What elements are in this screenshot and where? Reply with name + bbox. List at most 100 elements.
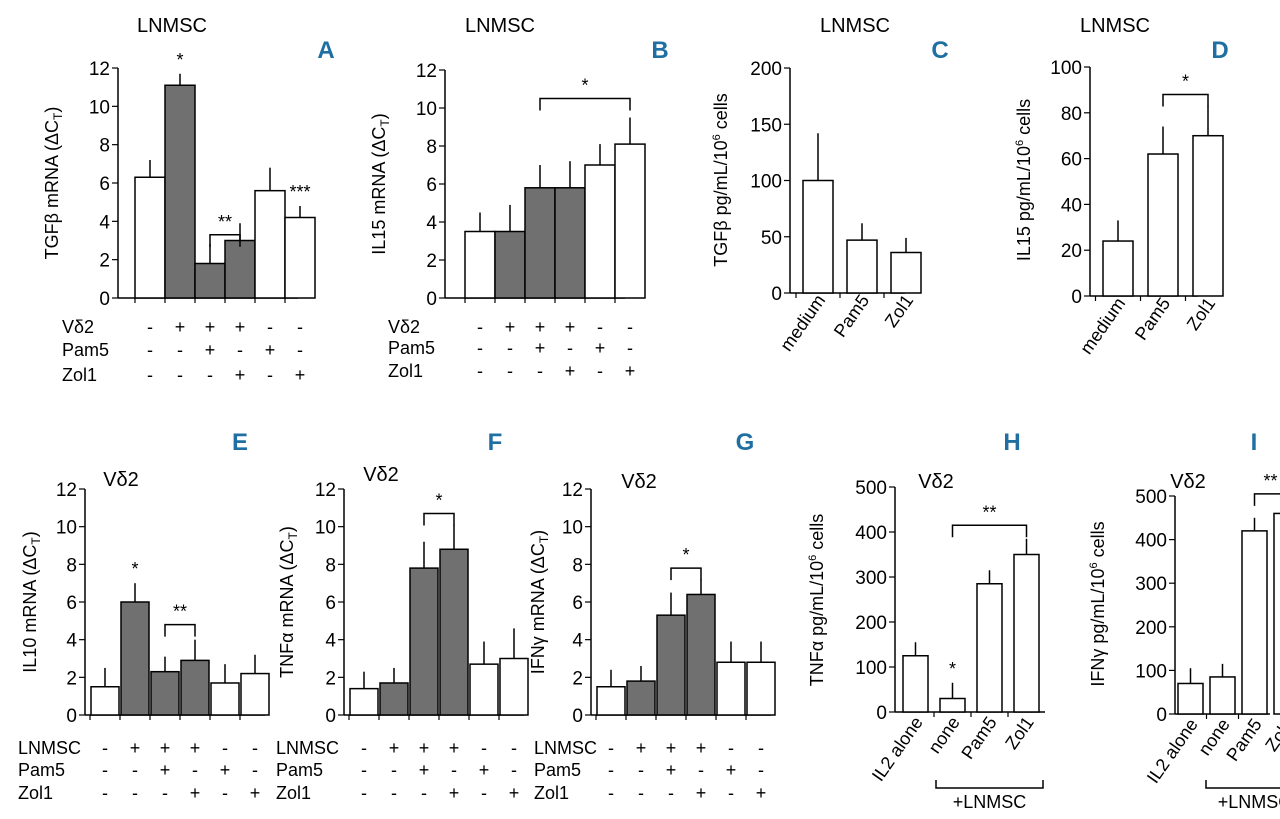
condition-sign: - bbox=[297, 340, 303, 360]
condition-sign: - bbox=[267, 317, 273, 337]
y-tick-label: 300 bbox=[855, 568, 887, 589]
condition-row-label: Vδ2 bbox=[388, 317, 420, 337]
bar bbox=[164, 84, 196, 299]
condition-sign: - bbox=[147, 317, 153, 337]
significance-bracket bbox=[1253, 493, 1280, 506]
condition-sign: - bbox=[177, 365, 183, 385]
bar bbox=[1177, 682, 1204, 715]
bar bbox=[716, 661, 746, 716]
condition-sign: + bbox=[565, 317, 576, 337]
significance-bracket bbox=[670, 567, 702, 581]
panel-letter: E bbox=[232, 429, 248, 456]
condition-row-label: Pam5 bbox=[276, 760, 323, 780]
condition-sign: + bbox=[235, 317, 246, 337]
bar bbox=[194, 262, 226, 299]
panel-letter: B bbox=[651, 37, 668, 64]
bar bbox=[890, 251, 922, 294]
y-tick-label: 400 bbox=[1135, 531, 1167, 552]
bar bbox=[1241, 530, 1268, 715]
y-tick-label: 10 bbox=[56, 518, 77, 539]
condition-sign: - bbox=[477, 338, 483, 358]
category-label: medium bbox=[1076, 294, 1129, 358]
y-tick-label: 12 bbox=[56, 480, 77, 501]
condition-row-label: Pam5 bbox=[62, 340, 109, 360]
bar bbox=[224, 239, 256, 299]
condition-sign: - bbox=[608, 760, 614, 780]
condition-sign: - bbox=[102, 738, 108, 758]
y-tick-label: 0 bbox=[426, 289, 437, 310]
y-tick-label: 10 bbox=[89, 97, 110, 118]
category-label: Zol1 bbox=[1183, 294, 1219, 334]
condition-sign: + bbox=[535, 338, 546, 358]
bar bbox=[596, 686, 626, 716]
condition-sign: + bbox=[479, 760, 490, 780]
condition-sign: - bbox=[361, 760, 367, 780]
bar bbox=[802, 179, 834, 294]
condition-sign: - bbox=[252, 760, 258, 780]
panel-title: Vδ2 bbox=[103, 469, 139, 491]
y-tick-label: 0 bbox=[99, 289, 110, 310]
condition-sign: + bbox=[265, 340, 276, 360]
category-label: Pam5 bbox=[957, 713, 1000, 763]
condition-row-label: Pam5 bbox=[388, 338, 435, 358]
significance-star: * bbox=[176, 50, 183, 70]
significance-bracket bbox=[164, 623, 196, 637]
panel-letter: F bbox=[488, 429, 503, 456]
condition-sign: + bbox=[726, 760, 737, 780]
category-label: IL2 alone bbox=[1143, 715, 1202, 787]
condition-sign: - bbox=[608, 783, 614, 803]
bar bbox=[180, 659, 210, 716]
condition-sign: - bbox=[638, 760, 644, 780]
condition-sign: + bbox=[449, 738, 460, 758]
significance-bracket bbox=[1162, 93, 1209, 107]
bar bbox=[1273, 512, 1280, 715]
bar bbox=[254, 189, 286, 299]
y-tick-label: 8 bbox=[426, 137, 437, 158]
significance-star: * bbox=[581, 76, 588, 96]
panel-letter: H bbox=[1003, 429, 1020, 456]
condition-row-label: Zol1 bbox=[388, 361, 423, 381]
condition-sign: - bbox=[728, 738, 734, 758]
condition-sign: - bbox=[608, 738, 614, 758]
condition-sign: - bbox=[507, 338, 513, 358]
panel-title: LNMSC bbox=[1080, 15, 1150, 37]
condition-sign: - bbox=[758, 738, 764, 758]
condition-sign: - bbox=[638, 783, 644, 803]
condition-sign: - bbox=[421, 783, 427, 803]
condition-sign: + bbox=[449, 783, 460, 803]
condition-sign: + bbox=[595, 338, 606, 358]
condition-sign: - bbox=[267, 365, 273, 385]
y-tick-label: 500 bbox=[1135, 487, 1167, 508]
significance-star: * bbox=[949, 659, 956, 679]
condition-sign: + bbox=[756, 783, 767, 803]
bar bbox=[1147, 153, 1179, 297]
condition-sign: + bbox=[160, 738, 171, 758]
y-axis-label: IFNγ mRNA (ΔCT) bbox=[528, 530, 551, 674]
y-tick-label: 400 bbox=[855, 523, 887, 544]
bar bbox=[379, 682, 409, 716]
bar bbox=[524, 187, 556, 299]
y-tick-label: 10 bbox=[416, 99, 437, 120]
panel-title: Vδ2 bbox=[918, 471, 954, 493]
condition-sign: - bbox=[132, 783, 138, 803]
significance-star: * bbox=[131, 559, 138, 579]
condition-row-label: Pam5 bbox=[18, 760, 65, 780]
y-tick-label: 2 bbox=[572, 668, 583, 689]
bar bbox=[939, 697, 966, 713]
y-axis-label: TNFα mRNA (ΔCT) bbox=[277, 526, 300, 678]
panel-c: LNMSC C 0 50 100 150 200 TGFβ pg/mL/106 cells me… bbox=[711, 15, 949, 355]
condition-sign: - bbox=[391, 760, 397, 780]
y-tick-label: 6 bbox=[66, 593, 77, 614]
bar bbox=[902, 655, 929, 713]
y-tick-label: 0 bbox=[876, 703, 887, 724]
bar bbox=[976, 583, 1003, 713]
bar bbox=[686, 593, 716, 716]
y-tick-label: 2 bbox=[66, 668, 77, 689]
significance-star: * bbox=[435, 490, 442, 510]
condition-sign: + bbox=[419, 760, 430, 780]
bar bbox=[494, 230, 526, 299]
significance-bracket bbox=[539, 97, 631, 111]
bar bbox=[134, 176, 166, 299]
